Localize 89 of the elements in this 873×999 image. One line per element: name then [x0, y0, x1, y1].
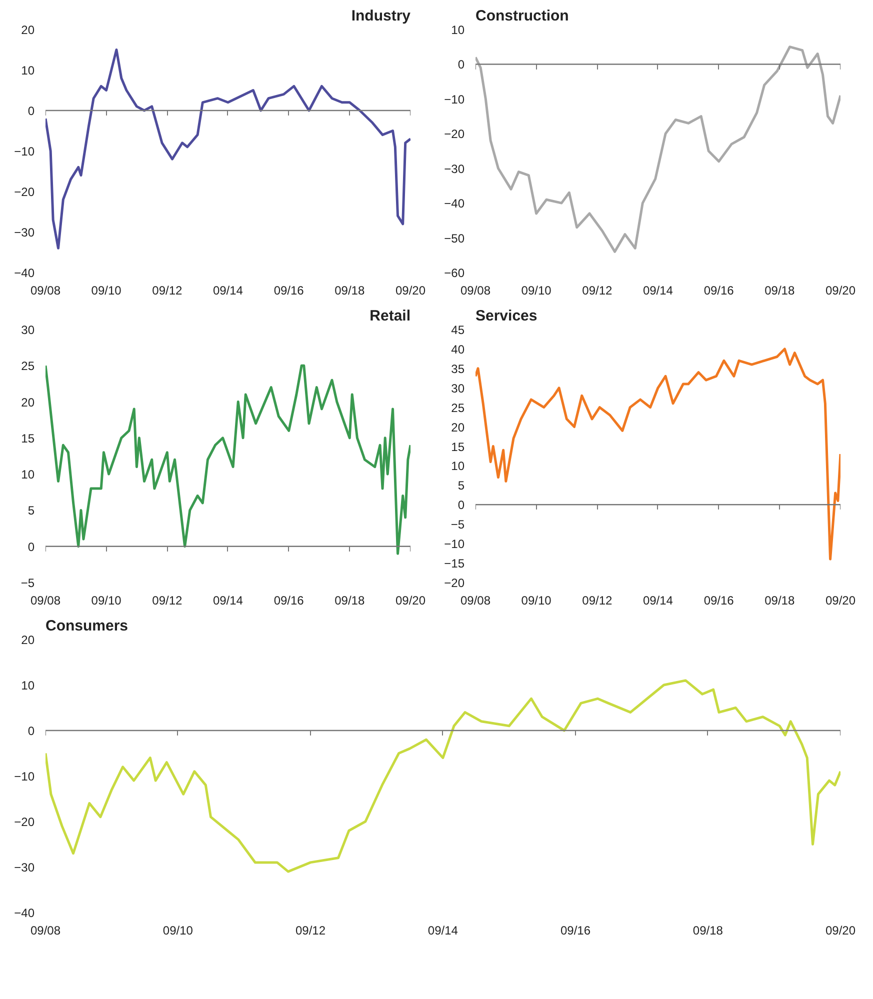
- x-tick-label: 09/16: [274, 284, 304, 298]
- y-tick-label: 20: [21, 633, 35, 647]
- x-tick-label: 09/16: [274, 594, 304, 608]
- x-tick-label: 09/12: [295, 924, 326, 938]
- y-tick-label: 45: [451, 323, 465, 337]
- y-tick-label: −20: [444, 576, 465, 590]
- y-tick-label: −30: [14, 226, 35, 240]
- y-tick-label: 0: [28, 540, 35, 554]
- x-tick-label: 09/20: [395, 284, 426, 298]
- x-tick-label: 09/10: [521, 284, 552, 298]
- y-tick-label: −60: [444, 266, 465, 280]
- y-tick-label: 5: [28, 504, 35, 518]
- y-tick-label: −20: [14, 185, 35, 199]
- x-tick-label: 09/20: [395, 594, 426, 608]
- x-tick-label: 09/18: [692, 924, 724, 938]
- y-tick-label: 25: [451, 400, 465, 415]
- y-tick-label: 5: [458, 478, 465, 493]
- y-tick-label: 40: [451, 342, 465, 356]
- y-tick-label: −50: [444, 231, 465, 246]
- x-tick-label: 09/20: [825, 594, 856, 608]
- y-tick-label: 10: [451, 459, 465, 474]
- y-tick-label: 10: [21, 64, 35, 78]
- y-tick-label: −5: [450, 518, 465, 532]
- y-tick-label: 15: [21, 431, 35, 446]
- x-tick-label: 09/14: [642, 594, 674, 608]
- x-tick-label: 09/14: [642, 284, 674, 298]
- y-tick-label: 20: [451, 420, 465, 434]
- x-tick-label: 09/12: [152, 594, 183, 608]
- chart-title: Industry: [351, 8, 412, 24]
- chart-title: Construction: [476, 8, 569, 24]
- x-tick-label: 09/16: [560, 924, 591, 938]
- line-series: [476, 46, 840, 253]
- x-tick-label: 09/16: [704, 284, 734, 298]
- y-tick-label: −15: [444, 556, 465, 571]
- y-tick-label: 0: [458, 498, 465, 512]
- y-tick-label: 35: [451, 362, 465, 376]
- y-tick-label: 20: [21, 23, 35, 37]
- y-tick-label: −10: [444, 92, 465, 106]
- y-tick-label: −30: [444, 162, 465, 176]
- x-tick-label: 09/18: [764, 594, 795, 608]
- chart-title: Consumers: [46, 618, 128, 634]
- x-tick-label: 09/12: [152, 284, 183, 298]
- y-tick-label: −30: [14, 860, 35, 874]
- x-tick-label: 09/18: [334, 594, 365, 608]
- y-tick-label: 10: [21, 468, 35, 482]
- y-tick-label: −10: [444, 537, 465, 552]
- line-series: [46, 364, 410, 555]
- line-series: [46, 679, 840, 873]
- x-tick-label: 09/08: [30, 284, 61, 298]
- x-tick-label: 09/20: [825, 284, 856, 298]
- x-tick-label: 09/10: [91, 284, 122, 298]
- x-tick-label: 09/18: [764, 284, 795, 298]
- x-tick-label: 09/10: [91, 594, 122, 608]
- y-tick-label: −40: [444, 196, 465, 211]
- y-tick-label: 0: [458, 58, 465, 72]
- y-tick-label: −5: [20, 576, 35, 590]
- x-tick-label: 09/16: [704, 594, 734, 608]
- line-series: [46, 48, 410, 250]
- x-tick-label: 09/14: [212, 594, 244, 608]
- y-tick-label: 0: [28, 104, 35, 118]
- x-tick-label: 09/14: [212, 284, 244, 298]
- y-tick-label: 10: [451, 23, 465, 37]
- y-tick-label: −40: [14, 266, 35, 280]
- line-series: [476, 348, 840, 560]
- y-tick-label: 0: [28, 724, 35, 738]
- x-tick-label: 09/18: [334, 284, 365, 298]
- x-tick-label: 09/08: [30, 924, 61, 938]
- x-tick-label: 09/14: [428, 924, 458, 938]
- y-tick-label: 30: [21, 323, 35, 337]
- chart-title: Retail: [370, 308, 411, 324]
- y-tick-label: 30: [451, 381, 465, 396]
- y-tick-label: 10: [21, 678, 35, 692]
- x-tick-label: 09/08: [460, 594, 491, 608]
- chart-title: Services: [476, 308, 538, 324]
- x-tick-label: 09/08: [30, 594, 61, 608]
- x-tick-label: 09/12: [582, 284, 613, 298]
- y-tick-label: −20: [444, 127, 465, 142]
- x-tick-label: 09/10: [162, 924, 194, 938]
- y-tick-label: 15: [451, 440, 465, 454]
- y-tick-label: 20: [21, 395, 35, 410]
- y-tick-label: −10: [14, 770, 35, 784]
- x-tick-label: 09/10: [521, 594, 552, 608]
- x-tick-label: 09/20: [825, 924, 856, 938]
- y-tick-label: −20: [14, 815, 35, 829]
- y-tick-label: −10: [14, 144, 35, 158]
- x-tick-label: 09/08: [460, 284, 491, 298]
- x-tick-label: 09/12: [582, 594, 613, 608]
- y-tick-label: −40: [14, 906, 35, 920]
- y-tick-label: 25: [21, 359, 35, 374]
